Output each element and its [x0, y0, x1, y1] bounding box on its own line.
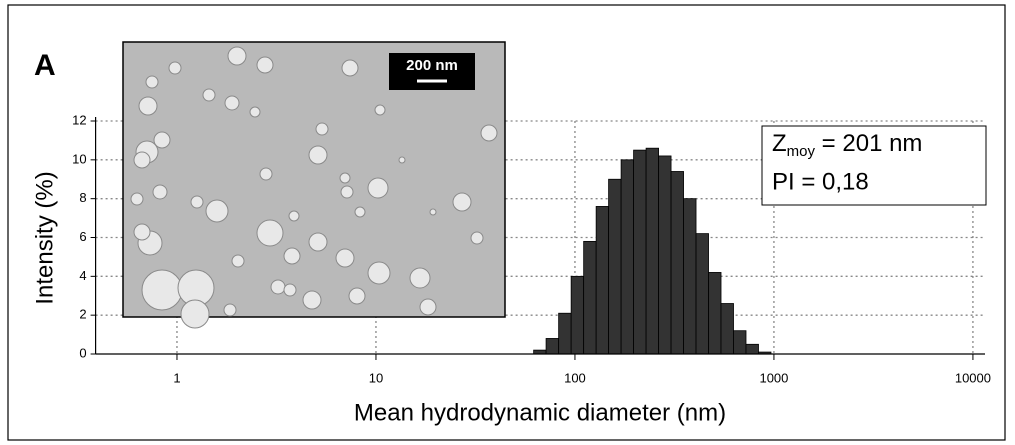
bar: [695, 233, 709, 355]
bar: [595, 206, 609, 355]
bar: [545, 338, 560, 355]
bar: [745, 343, 759, 355]
x-tick-label: 1: [173, 370, 180, 385]
x-tick-label: 100: [564, 370, 586, 385]
bar: [608, 178, 622, 355]
panel-label: A: [34, 49, 56, 82]
z-symbol: Z: [772, 130, 787, 157]
bar: [620, 159, 634, 355]
x-tick-label: 10: [369, 370, 383, 385]
z-subscript: moy: [787, 143, 816, 160]
inset-micrograph: 200 nm: [122, 41, 506, 329]
scale-bar-label: 200 nm: [406, 57, 458, 74]
x-tick-label: 10000: [955, 370, 991, 385]
annotation-box: Zmoy = 201 nm PI = 0,18: [761, 125, 987, 206]
y-tick-label: 12: [72, 112, 86, 127]
y-tick-label: 0: [79, 345, 86, 360]
y-tick-label: 6: [79, 229, 86, 244]
bar: [570, 275, 585, 355]
bar: [708, 272, 722, 355]
bar: [583, 240, 597, 355]
bar: [645, 147, 659, 355]
bar: [670, 171, 684, 355]
z-value: = 201 nm: [815, 130, 922, 157]
bar: [658, 155, 672, 355]
bar: [733, 330, 747, 355]
y-tick-label: 8: [79, 190, 86, 205]
bar: [720, 303, 734, 355]
annotation-z: Zmoy = 201 nm: [772, 130, 922, 160]
bar: [558, 312, 572, 355]
y-axis-label: Intensity (%): [31, 171, 58, 304]
x-axis-label: Mean hydrodynamic diameter (nm): [354, 399, 726, 426]
x-tick-label: 1000: [759, 370, 788, 385]
y-tick-label: 10: [72, 151, 86, 166]
bar: [633, 149, 647, 355]
y-tick-label: 4: [79, 268, 86, 283]
bar: [683, 198, 697, 355]
y-tick-label: 2: [79, 307, 86, 322]
annotation-pi: PI = 0,18: [772, 168, 869, 195]
